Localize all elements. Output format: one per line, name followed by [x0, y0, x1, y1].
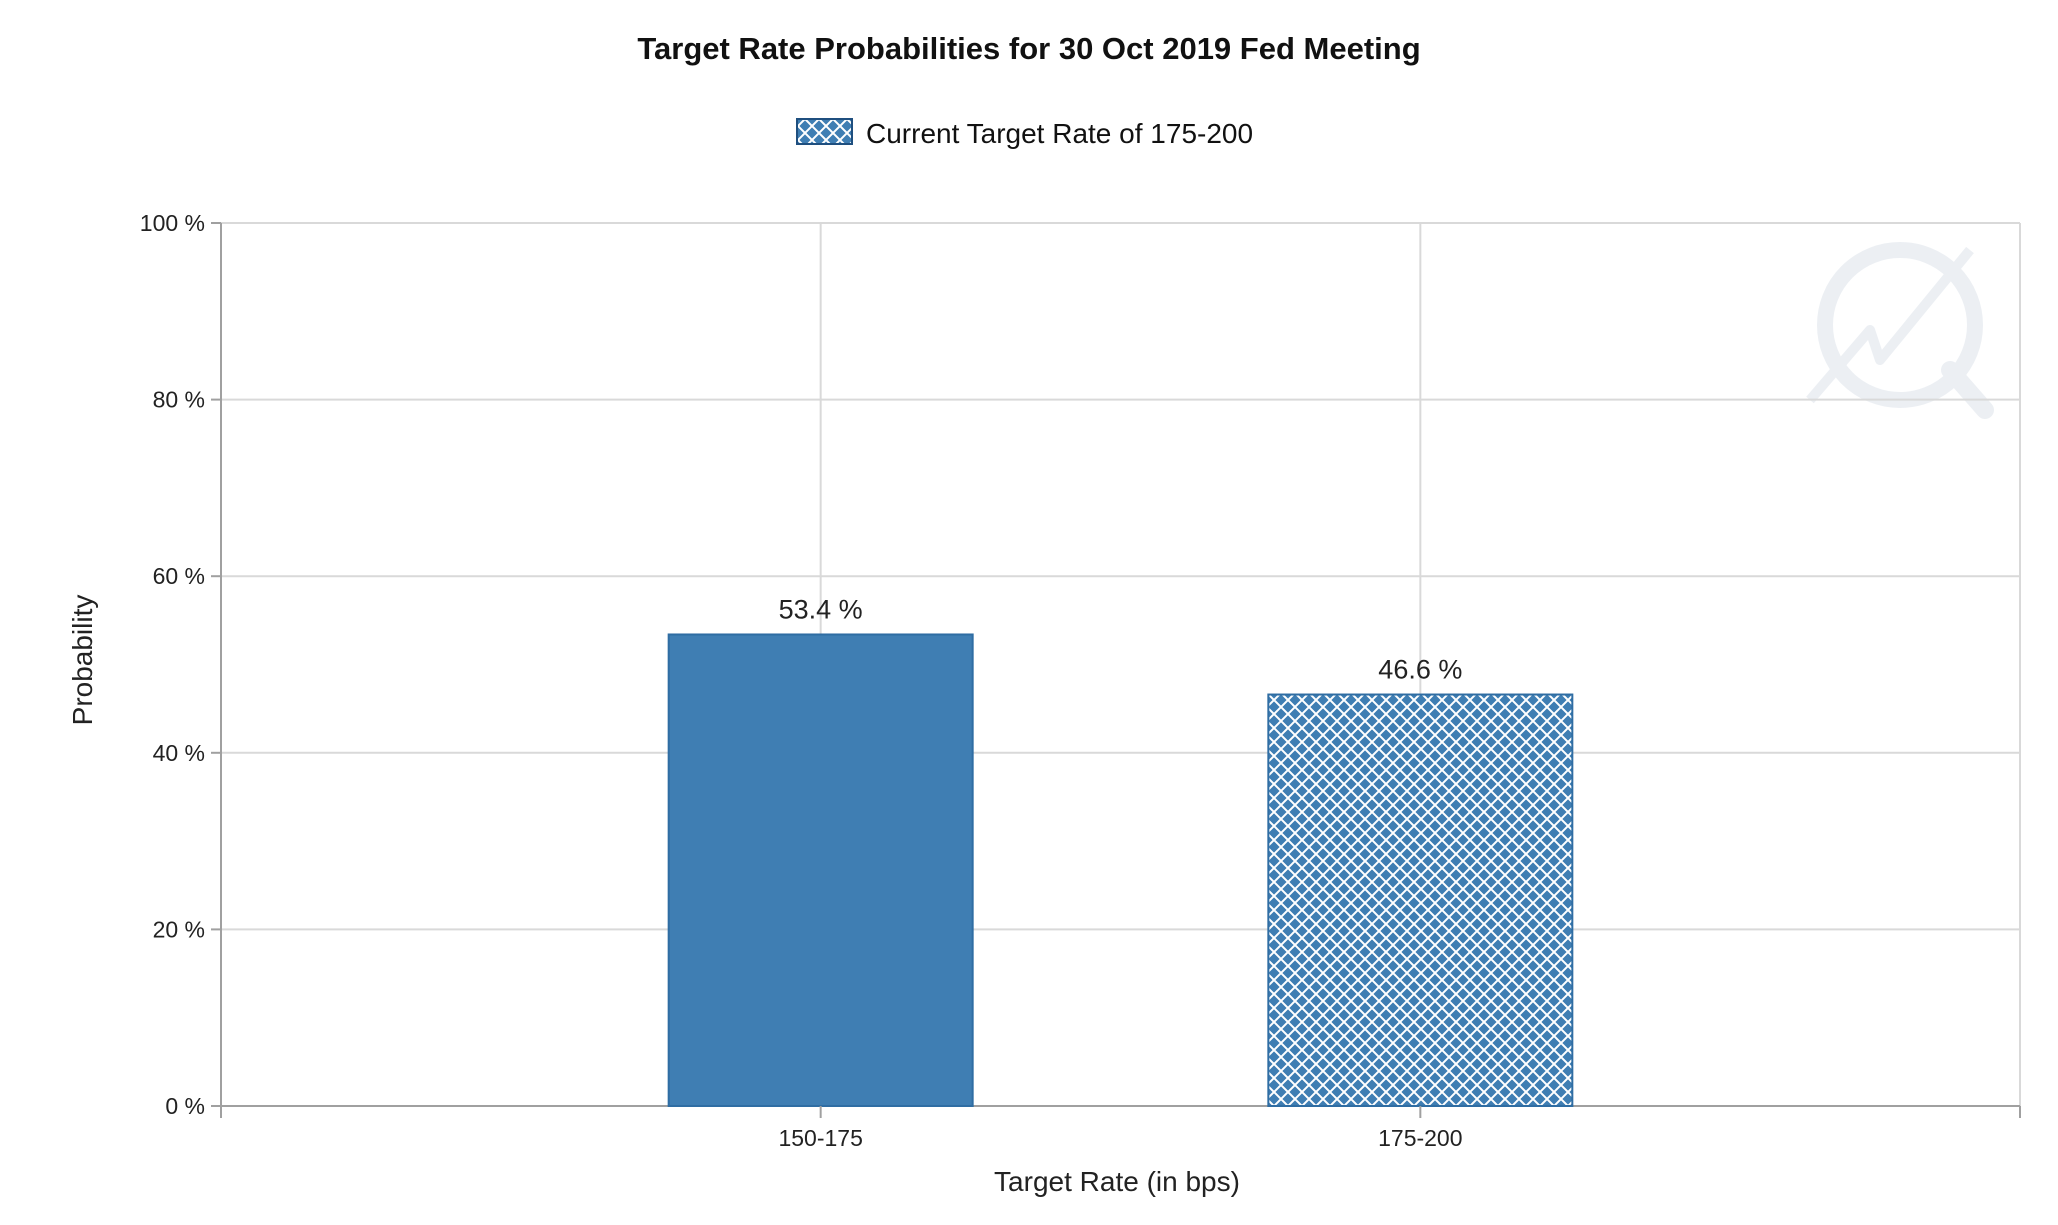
data-label-150-175: 53.4 % — [779, 594, 863, 624]
x-axis-title: Target Rate (in bps) — [994, 1166, 1240, 1197]
bars — [667, 633, 1574, 1108]
watermark-logo-icon — [1806, 242, 1994, 419]
x-axis-ticks: 150-175 175-200 — [778, 1106, 1463, 1151]
chart-title: Target Rate Probabilities for 30 Oct 201… — [637, 31, 1420, 66]
y-tick-label: 80 % — [153, 387, 205, 413]
legend: Current Target Rate of 175-200 — [796, 118, 1253, 149]
y-axis-ticks: 0 % 20 % 40 % 60 % 80 % 100 % — [140, 210, 221, 1119]
y-tick-label: 60 % — [153, 563, 205, 589]
x-tick-label-175-200: 175-200 — [1378, 1125, 1462, 1151]
y-axis-title: Probability — [67, 595, 98, 726]
y-tick-label: 0 % — [165, 1093, 205, 1119]
legend-swatch — [796, 118, 853, 145]
axes — [220, 223, 2021, 1118]
y-tick-label: 100 % — [140, 210, 205, 236]
gridlines — [221, 222, 2021, 1106]
x-tick-label-150-175: 150-175 — [778, 1125, 862, 1151]
y-tick-label: 20 % — [153, 916, 205, 942]
bar-150-175 — [667, 633, 974, 1108]
data-label-175-200: 46.6 % — [1378, 655, 1462, 685]
y-tick-label: 40 % — [153, 740, 205, 766]
legend-entry-label: Current Target Rate of 175-200 — [866, 118, 1253, 149]
data-labels: 53.4 % 46.6 % — [779, 594, 1463, 684]
bar-175-200 — [1267, 693, 1574, 1107]
